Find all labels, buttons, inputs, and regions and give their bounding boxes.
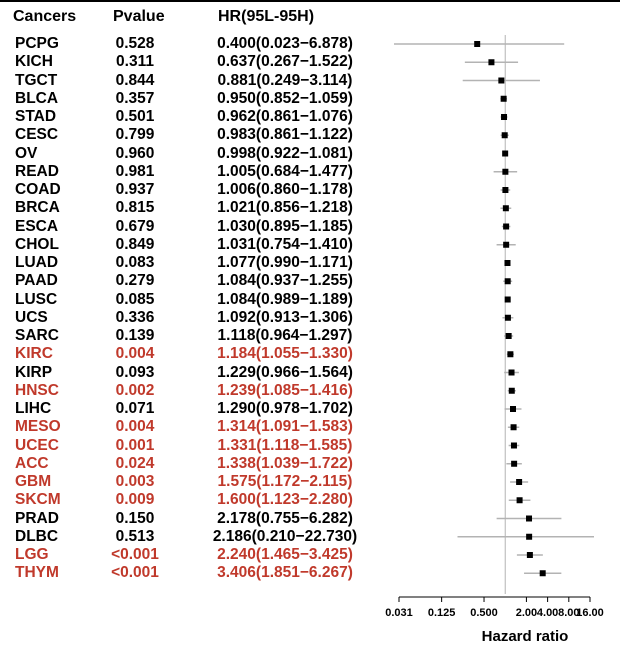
point-cesc: [502, 132, 508, 138]
point-lgg: [527, 552, 533, 558]
point-kich: [488, 59, 494, 65]
point-ucec: [511, 443, 517, 449]
point-paad: [505, 278, 511, 284]
x-tick-label: 0.500: [470, 607, 498, 619]
point-thym: [540, 570, 546, 576]
x-tick-label: 2.00: [516, 607, 537, 619]
point-luad: [504, 260, 510, 266]
point-ucs: [505, 315, 511, 321]
point-blca: [501, 96, 507, 102]
point-sarc: [506, 333, 512, 339]
point-chol: [503, 242, 509, 248]
point-stad: [501, 114, 507, 120]
point-lihc: [510, 406, 516, 412]
x-tick-label: 16.00: [576, 607, 604, 619]
point-hnsc: [509, 388, 515, 394]
point-acc: [511, 461, 517, 467]
point-ov: [502, 151, 508, 157]
point-pcpg: [474, 41, 480, 47]
x-tick-label: 4.00: [537, 607, 558, 619]
point-brca: [503, 205, 509, 211]
point-dlbc: [526, 534, 532, 540]
point-read: [502, 169, 508, 175]
point-skcm: [517, 497, 523, 503]
point-meso: [511, 424, 517, 430]
point-kirp: [509, 370, 515, 376]
x-tick-label: 0.125: [428, 607, 456, 619]
point-tgct: [498, 78, 504, 84]
point-esca: [503, 224, 509, 230]
point-kirc: [507, 351, 513, 357]
x-axis-title: Hazard ratio: [455, 628, 595, 645]
point-prad: [526, 516, 532, 522]
x-tick-label: 0.031: [385, 607, 413, 619]
point-lusc: [505, 297, 511, 303]
point-coad: [502, 187, 508, 193]
point-gbm: [516, 479, 522, 485]
